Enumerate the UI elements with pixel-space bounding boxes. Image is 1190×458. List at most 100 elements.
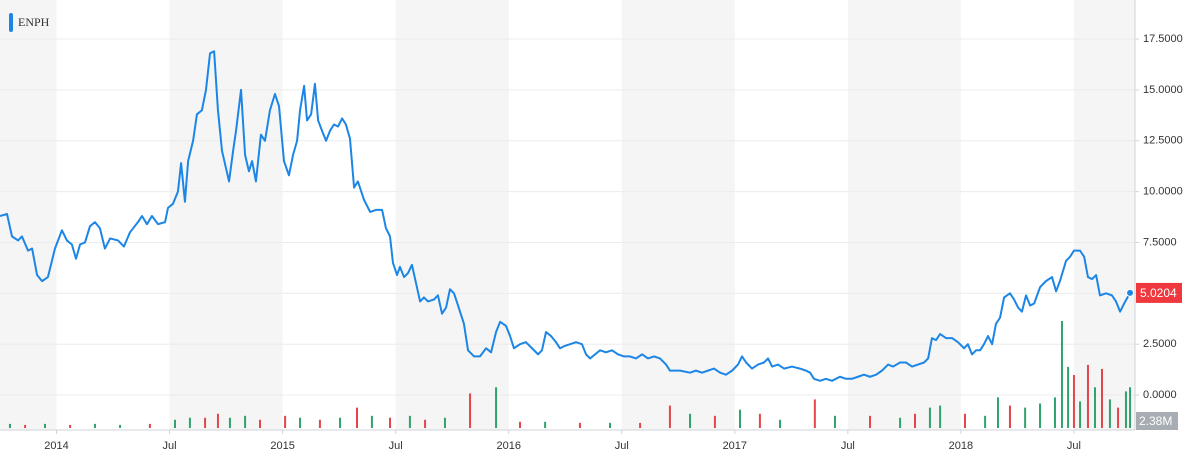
band-layer bbox=[0, 0, 1135, 430]
shaded-band bbox=[847, 0, 961, 430]
volume-tag-label: 2.38M bbox=[1139, 414, 1172, 428]
volume-bar bbox=[469, 393, 472, 428]
volume-bar bbox=[443, 417, 446, 428]
volume-bar bbox=[1100, 368, 1103, 428]
volume-bar bbox=[356, 407, 359, 428]
x-tick-label: Jul bbox=[163, 440, 177, 452]
volume-bar bbox=[1072, 374, 1075, 428]
volume-bar bbox=[188, 417, 191, 428]
volume-bar bbox=[899, 417, 902, 428]
volume-bar bbox=[578, 422, 581, 428]
volume-bar bbox=[1039, 403, 1042, 428]
y-tick-label: 12.5000 bbox=[1143, 135, 1183, 147]
volume-bar bbox=[713, 415, 716, 428]
volume-bar bbox=[389, 417, 392, 428]
y-tick-label: 15.0000 bbox=[1143, 84, 1183, 96]
volume-bar bbox=[758, 413, 761, 428]
price-line bbox=[0, 50, 1131, 382]
shaded-band bbox=[0, 0, 57, 430]
shaded-band bbox=[169, 0, 283, 430]
volume-bar bbox=[813, 399, 816, 428]
volume-bar bbox=[1067, 366, 1070, 428]
x-tick-label: 2016 bbox=[496, 440, 520, 452]
volume-bar bbox=[928, 407, 931, 428]
x-tick-label: Jul bbox=[615, 440, 629, 452]
x-tick-label: 2015 bbox=[270, 440, 294, 452]
volume-bar bbox=[216, 413, 219, 428]
volume-bar bbox=[963, 413, 966, 428]
volume-bar bbox=[609, 422, 612, 428]
volume-bar bbox=[833, 415, 836, 428]
volume-bar bbox=[495, 387, 498, 428]
volume-bar bbox=[1086, 364, 1089, 428]
legend-name: ENPH bbox=[18, 15, 50, 29]
y-tick-label: 0.0000 bbox=[1143, 389, 1177, 401]
volume-bar bbox=[148, 423, 151, 428]
volume-bar bbox=[869, 415, 872, 428]
x-tick-label: Jul bbox=[841, 440, 855, 452]
line-layer bbox=[0, 50, 1135, 382]
grid-layer bbox=[0, 38, 1135, 396]
volume-bar bbox=[299, 417, 302, 428]
price-tag-label: 5.0204 bbox=[1140, 286, 1177, 300]
volume-bar bbox=[1124, 391, 1127, 428]
y-tick-label: 7.5000 bbox=[1143, 236, 1177, 248]
volume-bar bbox=[984, 415, 987, 428]
volume-bar bbox=[914, 413, 917, 428]
volume-bar bbox=[69, 424, 72, 428]
volume-bar bbox=[1060, 321, 1063, 428]
volume-bar bbox=[424, 419, 427, 428]
volume-bar bbox=[1093, 387, 1096, 428]
y-tick-label: 10.0000 bbox=[1143, 186, 1183, 198]
volume-bar bbox=[370, 415, 373, 428]
tag-layer: 5.0204 2.38M bbox=[1136, 282, 1182, 430]
volume-bar bbox=[689, 413, 692, 428]
shaded-band bbox=[395, 0, 509, 430]
y-tick-label: 17.5000 bbox=[1143, 33, 1183, 45]
volume-tag bbox=[1136, 412, 1178, 430]
volume-bar bbox=[996, 397, 999, 428]
volume-bar bbox=[318, 419, 321, 428]
volume-bar bbox=[119, 424, 122, 428]
x-tick-label: 2018 bbox=[949, 440, 973, 452]
price-tag bbox=[1136, 282, 1182, 303]
last-point bbox=[1126, 288, 1135, 297]
volume-bar bbox=[1117, 407, 1120, 428]
y-tick-label: 2.5000 bbox=[1143, 338, 1177, 350]
x-tick-label: Jul bbox=[1067, 440, 1081, 452]
volume-bar bbox=[339, 417, 342, 428]
volume-bar bbox=[519, 421, 522, 428]
volume-bar bbox=[544, 421, 547, 428]
volume-bar bbox=[1129, 387, 1132, 428]
volume-bar bbox=[639, 422, 642, 428]
volume-bar bbox=[173, 419, 176, 428]
volume-bar bbox=[24, 424, 27, 428]
shaded-band bbox=[621, 0, 735, 430]
volume-bar bbox=[43, 423, 46, 428]
volume-bar bbox=[244, 415, 247, 428]
volume-bar bbox=[1008, 405, 1011, 428]
volume-bar bbox=[259, 419, 262, 428]
volume-bar bbox=[939, 405, 942, 428]
shaded-band bbox=[1073, 0, 1135, 430]
x-tick-label: 2014 bbox=[44, 440, 68, 452]
volume-bar bbox=[1108, 399, 1111, 428]
volume-bar bbox=[228, 417, 231, 428]
volume-bar bbox=[408, 415, 411, 428]
volume-bar bbox=[204, 417, 207, 428]
volume-bar bbox=[284, 415, 287, 428]
volume-bar bbox=[8, 423, 11, 428]
volume-layer bbox=[8, 321, 1132, 428]
volume-bar bbox=[739, 409, 742, 428]
volume-bar bbox=[1053, 397, 1056, 428]
volume-bar bbox=[93, 423, 96, 428]
legend: ENPH bbox=[9, 13, 50, 32]
x-tick-label: 2017 bbox=[723, 440, 747, 452]
x-tick-label: Jul bbox=[389, 440, 403, 452]
volume-bar bbox=[1079, 401, 1082, 428]
volume-bar bbox=[779, 419, 782, 428]
volume-bar bbox=[668, 405, 671, 428]
volume-bar bbox=[1024, 407, 1027, 428]
